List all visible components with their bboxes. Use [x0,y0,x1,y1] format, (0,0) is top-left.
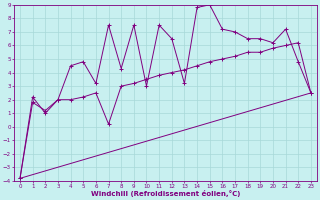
X-axis label: Windchill (Refroidissement éolien,°C): Windchill (Refroidissement éolien,°C) [91,190,240,197]
